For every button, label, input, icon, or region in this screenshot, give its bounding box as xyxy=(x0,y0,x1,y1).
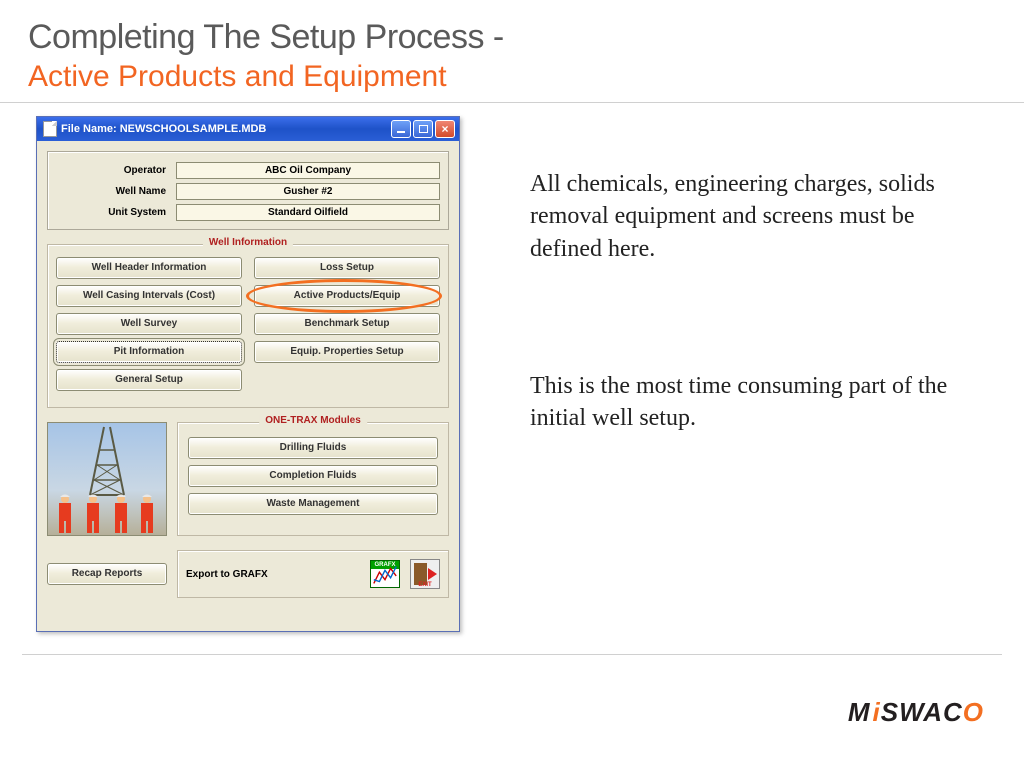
worker-icon xyxy=(54,493,76,533)
general-setup-button[interactable]: General Setup xyxy=(56,369,242,391)
close-button[interactable]: × xyxy=(435,120,455,138)
wellname-value: Gusher #2 xyxy=(176,183,440,200)
mi-swaco-logo: Mi SWACO xyxy=(848,697,984,728)
waste-management-button[interactable]: Waste Management xyxy=(188,493,438,515)
wellname-label: Well Name xyxy=(56,186,176,197)
unitsystem-label: Unit System xyxy=(56,207,176,218)
rig-photo xyxy=(47,422,167,536)
active-products-equip-button[interactable]: Active Products/Equip xyxy=(254,285,440,307)
worker-icon xyxy=(136,493,158,533)
well-information-legend: Well Information xyxy=(203,237,293,248)
drilling-fluids-button[interactable]: Drilling Fluids xyxy=(188,437,438,459)
export-label: Export to GRAFX xyxy=(186,569,268,580)
maximize-button[interactable] xyxy=(413,120,433,138)
operator-value: ABC Oil Company xyxy=(176,162,440,179)
well-info-panel: Operator ABC Oil Company Well Name Gushe… xyxy=(47,151,449,230)
slide-subtitle: Active Products and Equipment xyxy=(28,60,447,94)
loss-setup-button[interactable]: Loss Setup xyxy=(254,257,440,279)
export-panel: Export to GRAFX GRAFX EXIT xyxy=(177,550,449,598)
title-divider xyxy=(0,102,1024,103)
worker-icon xyxy=(110,493,132,533)
recap-reports-button[interactable]: Recap Reports xyxy=(47,563,167,585)
footer-divider xyxy=(22,654,1002,655)
well-header-information-button[interactable]: Well Header Information xyxy=(56,257,242,279)
well-survey-button[interactable]: Well Survey xyxy=(56,313,242,335)
body-paragraph-1: All chemicals, engineering charges, soli… xyxy=(530,168,970,265)
rig-structure-icon xyxy=(84,425,130,497)
well-information-group: Well Information Well Header Information… xyxy=(47,244,449,408)
body-paragraph-2: This is the most time consuming part of … xyxy=(530,370,970,435)
document-icon xyxy=(43,121,57,137)
window-client-area: Operator ABC Oil Company Well Name Gushe… xyxy=(37,141,459,631)
operator-label: Operator xyxy=(56,165,176,176)
equip-properties-setup-button[interactable]: Equip. Properties Setup xyxy=(254,341,440,363)
window-titlebar[interactable]: File Name: NEWSCHOOLSAMPLE.MDB × xyxy=(37,117,459,141)
unitsystem-value: Standard Oilfield xyxy=(176,204,440,221)
completion-fluids-button[interactable]: Completion Fluids xyxy=(188,465,438,487)
grafx-icon[interactable]: GRAFX xyxy=(370,560,400,588)
onetrax-modules-group: ONE-TRAX Modules Drilling Fluids Complet… xyxy=(177,422,449,536)
exit-icon[interactable]: EXIT xyxy=(410,559,440,589)
slide-title: Completing The Setup Process - xyxy=(28,18,504,57)
worker-icon xyxy=(82,493,104,533)
onetrax-legend: ONE-TRAX Modules xyxy=(259,415,367,426)
dialog-window: File Name: NEWSCHOOLSAMPLE.MDB × Operato… xyxy=(36,116,460,632)
benchmark-setup-button[interactable]: Benchmark Setup xyxy=(254,313,440,335)
pit-information-button[interactable]: Pit Information xyxy=(56,341,242,363)
well-casing-intervals-button[interactable]: Well Casing Intervals (Cost) xyxy=(56,285,242,307)
minimize-button[interactable] xyxy=(391,120,411,138)
window-title: File Name: NEWSCHOOLSAMPLE.MDB xyxy=(61,123,389,135)
